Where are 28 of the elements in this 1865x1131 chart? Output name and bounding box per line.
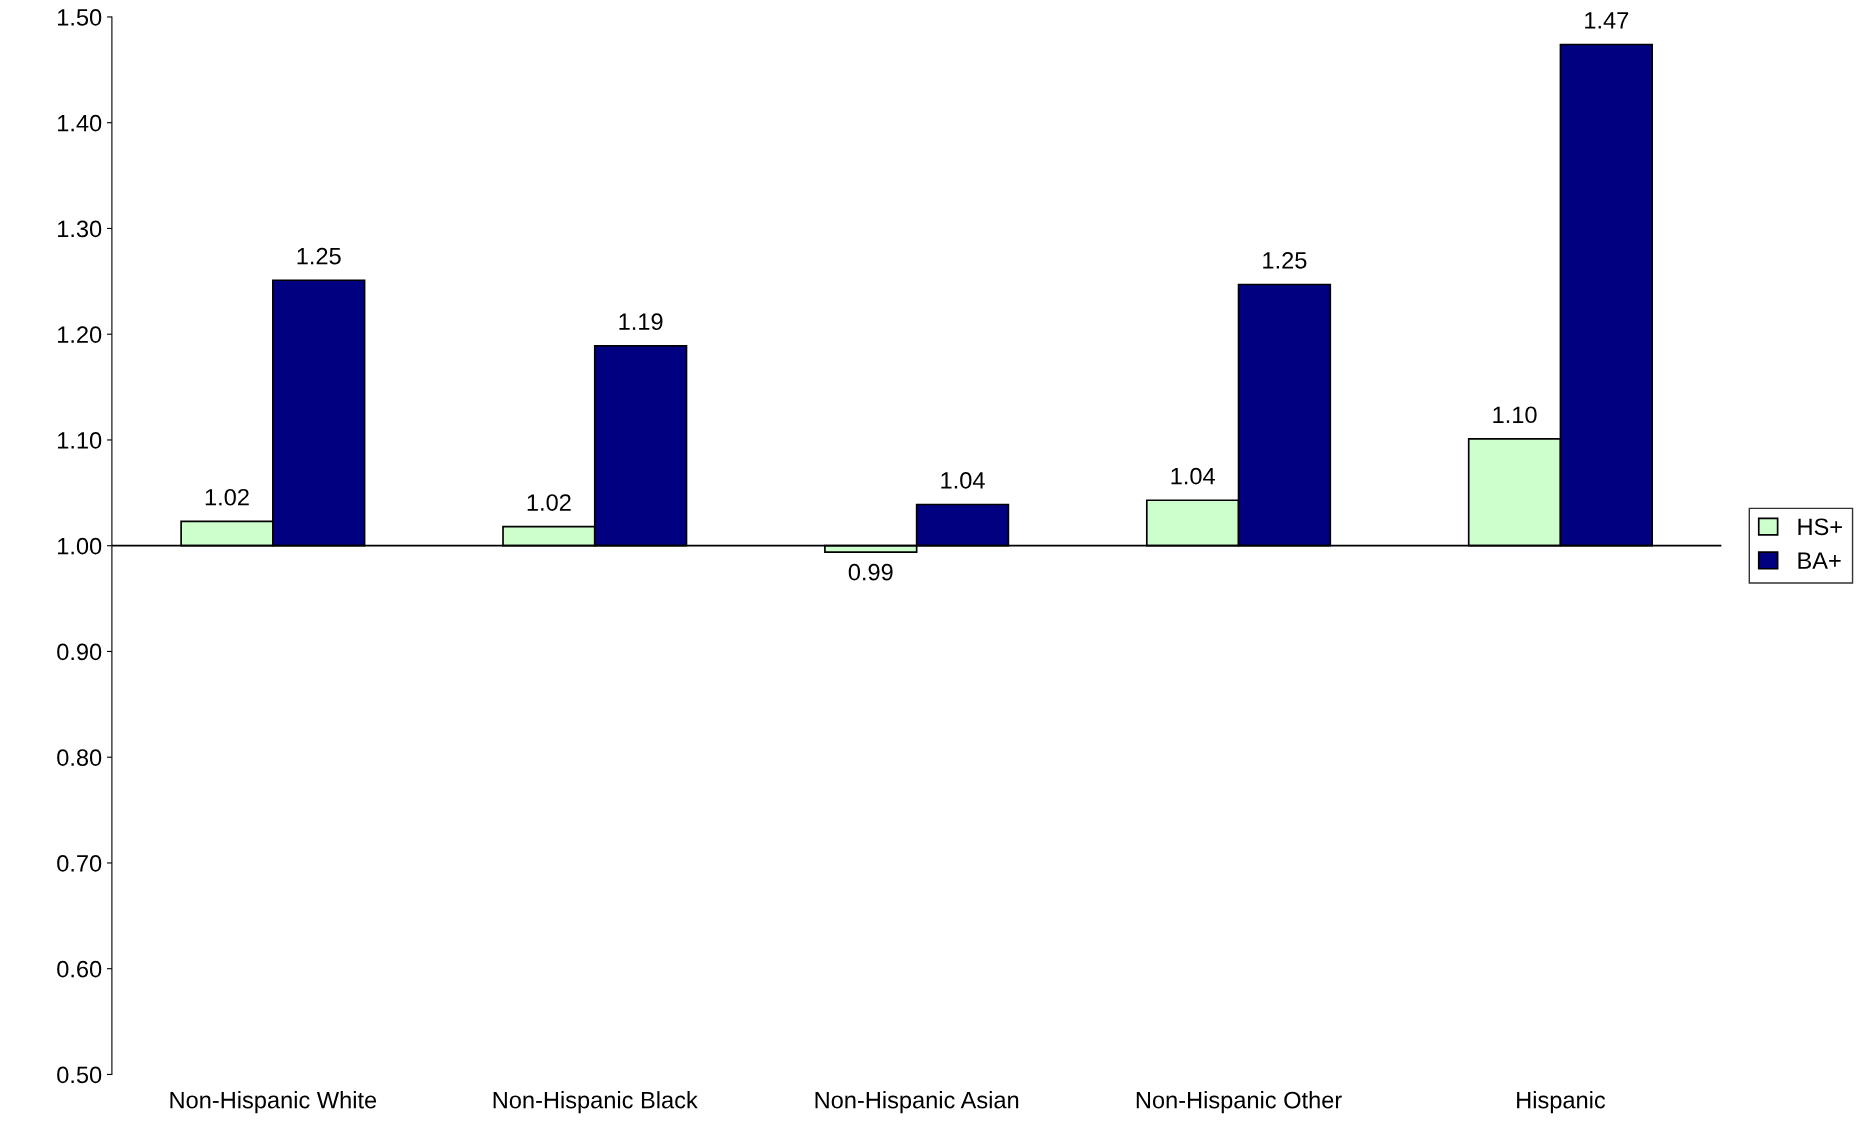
- legend-label: HS+: [1798, 518, 1842, 536]
- y-tick-label: 0.70: [57, 855, 102, 872]
- y-tick-label: 0.90: [57, 643, 102, 661]
- x-tick-label: Non-Hispanic Asian: [815, 1091, 1019, 1114]
- y-tick-label: 1.30: [58, 220, 102, 238]
- legend-label: BA+: [1798, 552, 1841, 569]
- y-tick-label: 0.80: [57, 749, 102, 766]
- y-tick-label: 0.60: [57, 960, 102, 978]
- data-label: 1.25: [297, 247, 341, 265]
- y-tick-label: 1.00: [58, 537, 102, 555]
- data-label: 1.02: [205, 488, 249, 506]
- data-label: 1.19: [619, 313, 663, 331]
- data-label: 0.99: [848, 563, 893, 581]
- y-tick-label: 1.20: [58, 326, 102, 343]
- data-label: 1.47: [1585, 12, 1629, 29]
- data-label: 1.10: [1493, 406, 1537, 424]
- x-tick-label: Hispanic: [1517, 1091, 1606, 1114]
- x-tick-label: Non-Hispanic Other: [1136, 1091, 1342, 1114]
- x-tick-label: Non-Hispanic White: [170, 1091, 377, 1114]
- y-tick-label: 1.40: [58, 114, 102, 132]
- y-tick-label: 0.50: [57, 1066, 102, 1084]
- data-label: 1.25: [1263, 252, 1307, 269]
- data-label: 1.04: [941, 471, 985, 489]
- y-tick-label: 1.10: [58, 432, 102, 449]
- y-tick-label: 1.50: [58, 9, 102, 26]
- data-label: 1.04: [1171, 467, 1215, 485]
- data-label: 1.02: [527, 494, 571, 511]
- x-tick-label: Non-Hispanic Black: [493, 1091, 698, 1114]
